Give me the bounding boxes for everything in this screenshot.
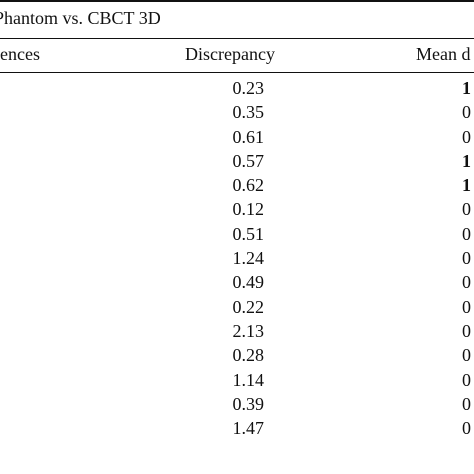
table-row: 0.49 0 [0,270,474,294]
mean-cell: 0 [462,272,471,293]
mean-cell: 0 [462,320,471,341]
table-top-rule [0,0,474,2]
discrepancy-cell: 0.61 [232,126,265,147]
discrepancy-cell: 1.24 [232,248,265,269]
table-row: 0.39 0 [0,392,474,416]
discrepancy-cell: 0.12 [232,199,265,220]
table-row: 2.13 0 [0,319,474,343]
mean-cell: 0 [462,102,471,123]
discrepancy-cell: 0.28 [232,345,265,366]
discrepancy-cell: 1.14 [232,369,265,390]
mean-cell: 1 [462,150,471,171]
table-row: 0.35 0 [0,100,474,124]
mean-cell: 0 [462,223,471,244]
header-discrepancy: Discrepancy [185,44,275,64]
discrepancy-cell: 0.39 [232,393,265,414]
mean-cell: 0 [462,393,471,414]
mean-cell: 0 [462,248,471,269]
discrepancy-cell: 0.49 [232,272,265,293]
mean-cell: 0 [462,345,471,366]
discrepancy-cell: 1.47 [232,418,265,439]
mean-cell: 1 [462,175,471,196]
table-row: 1.14 0 [0,368,474,392]
table-row: 0.62 1 [0,173,474,197]
table-row: 1.24 0 [0,246,474,270]
table-row: 0.12 0 [0,197,474,221]
table-row: 0.28 0 [0,343,474,367]
mean-cell: 0 [462,199,471,220]
mean-cell: 0 [462,296,471,317]
header-rule [0,72,474,73]
caption-rule [0,38,474,39]
table-body: 0.23 1 0.35 0 0.61 0 0.57 1 0.62 1 0.12 0 0.51 0 1.24 0… [0,76,474,440]
discrepancy-cell: 0.35 [232,102,265,123]
table-row: 0.23 1 [0,76,474,100]
discrepancy-cell: 0.51 [232,223,265,244]
discrepancy-cell: 0.23 [232,78,265,98]
table-row: 1.47 0 [0,416,474,440]
mean-cell: 0 [462,418,471,439]
header-mean: Mean d [416,44,471,64]
table-row: 0.22 0 [0,295,474,319]
mean-cell: 1 [462,78,471,98]
mean-cell: 0 [462,126,471,147]
discrepancy-cell: 0.62 [232,175,265,196]
table-row: 0.57 1 [0,149,474,173]
table-row: 0.61 0 [0,125,474,149]
discrepancy-cell: 0.22 [232,296,265,317]
discrepancy-cell: 0.57 [232,150,265,171]
discrepancy-cell: 2.13 [232,320,265,341]
header-references: rences [0,44,40,64]
mean-cell: 0 [462,369,471,390]
table-row: 0.51 0 [0,222,474,246]
table-caption: Phantom vs. CBCT 3D [0,8,161,28]
